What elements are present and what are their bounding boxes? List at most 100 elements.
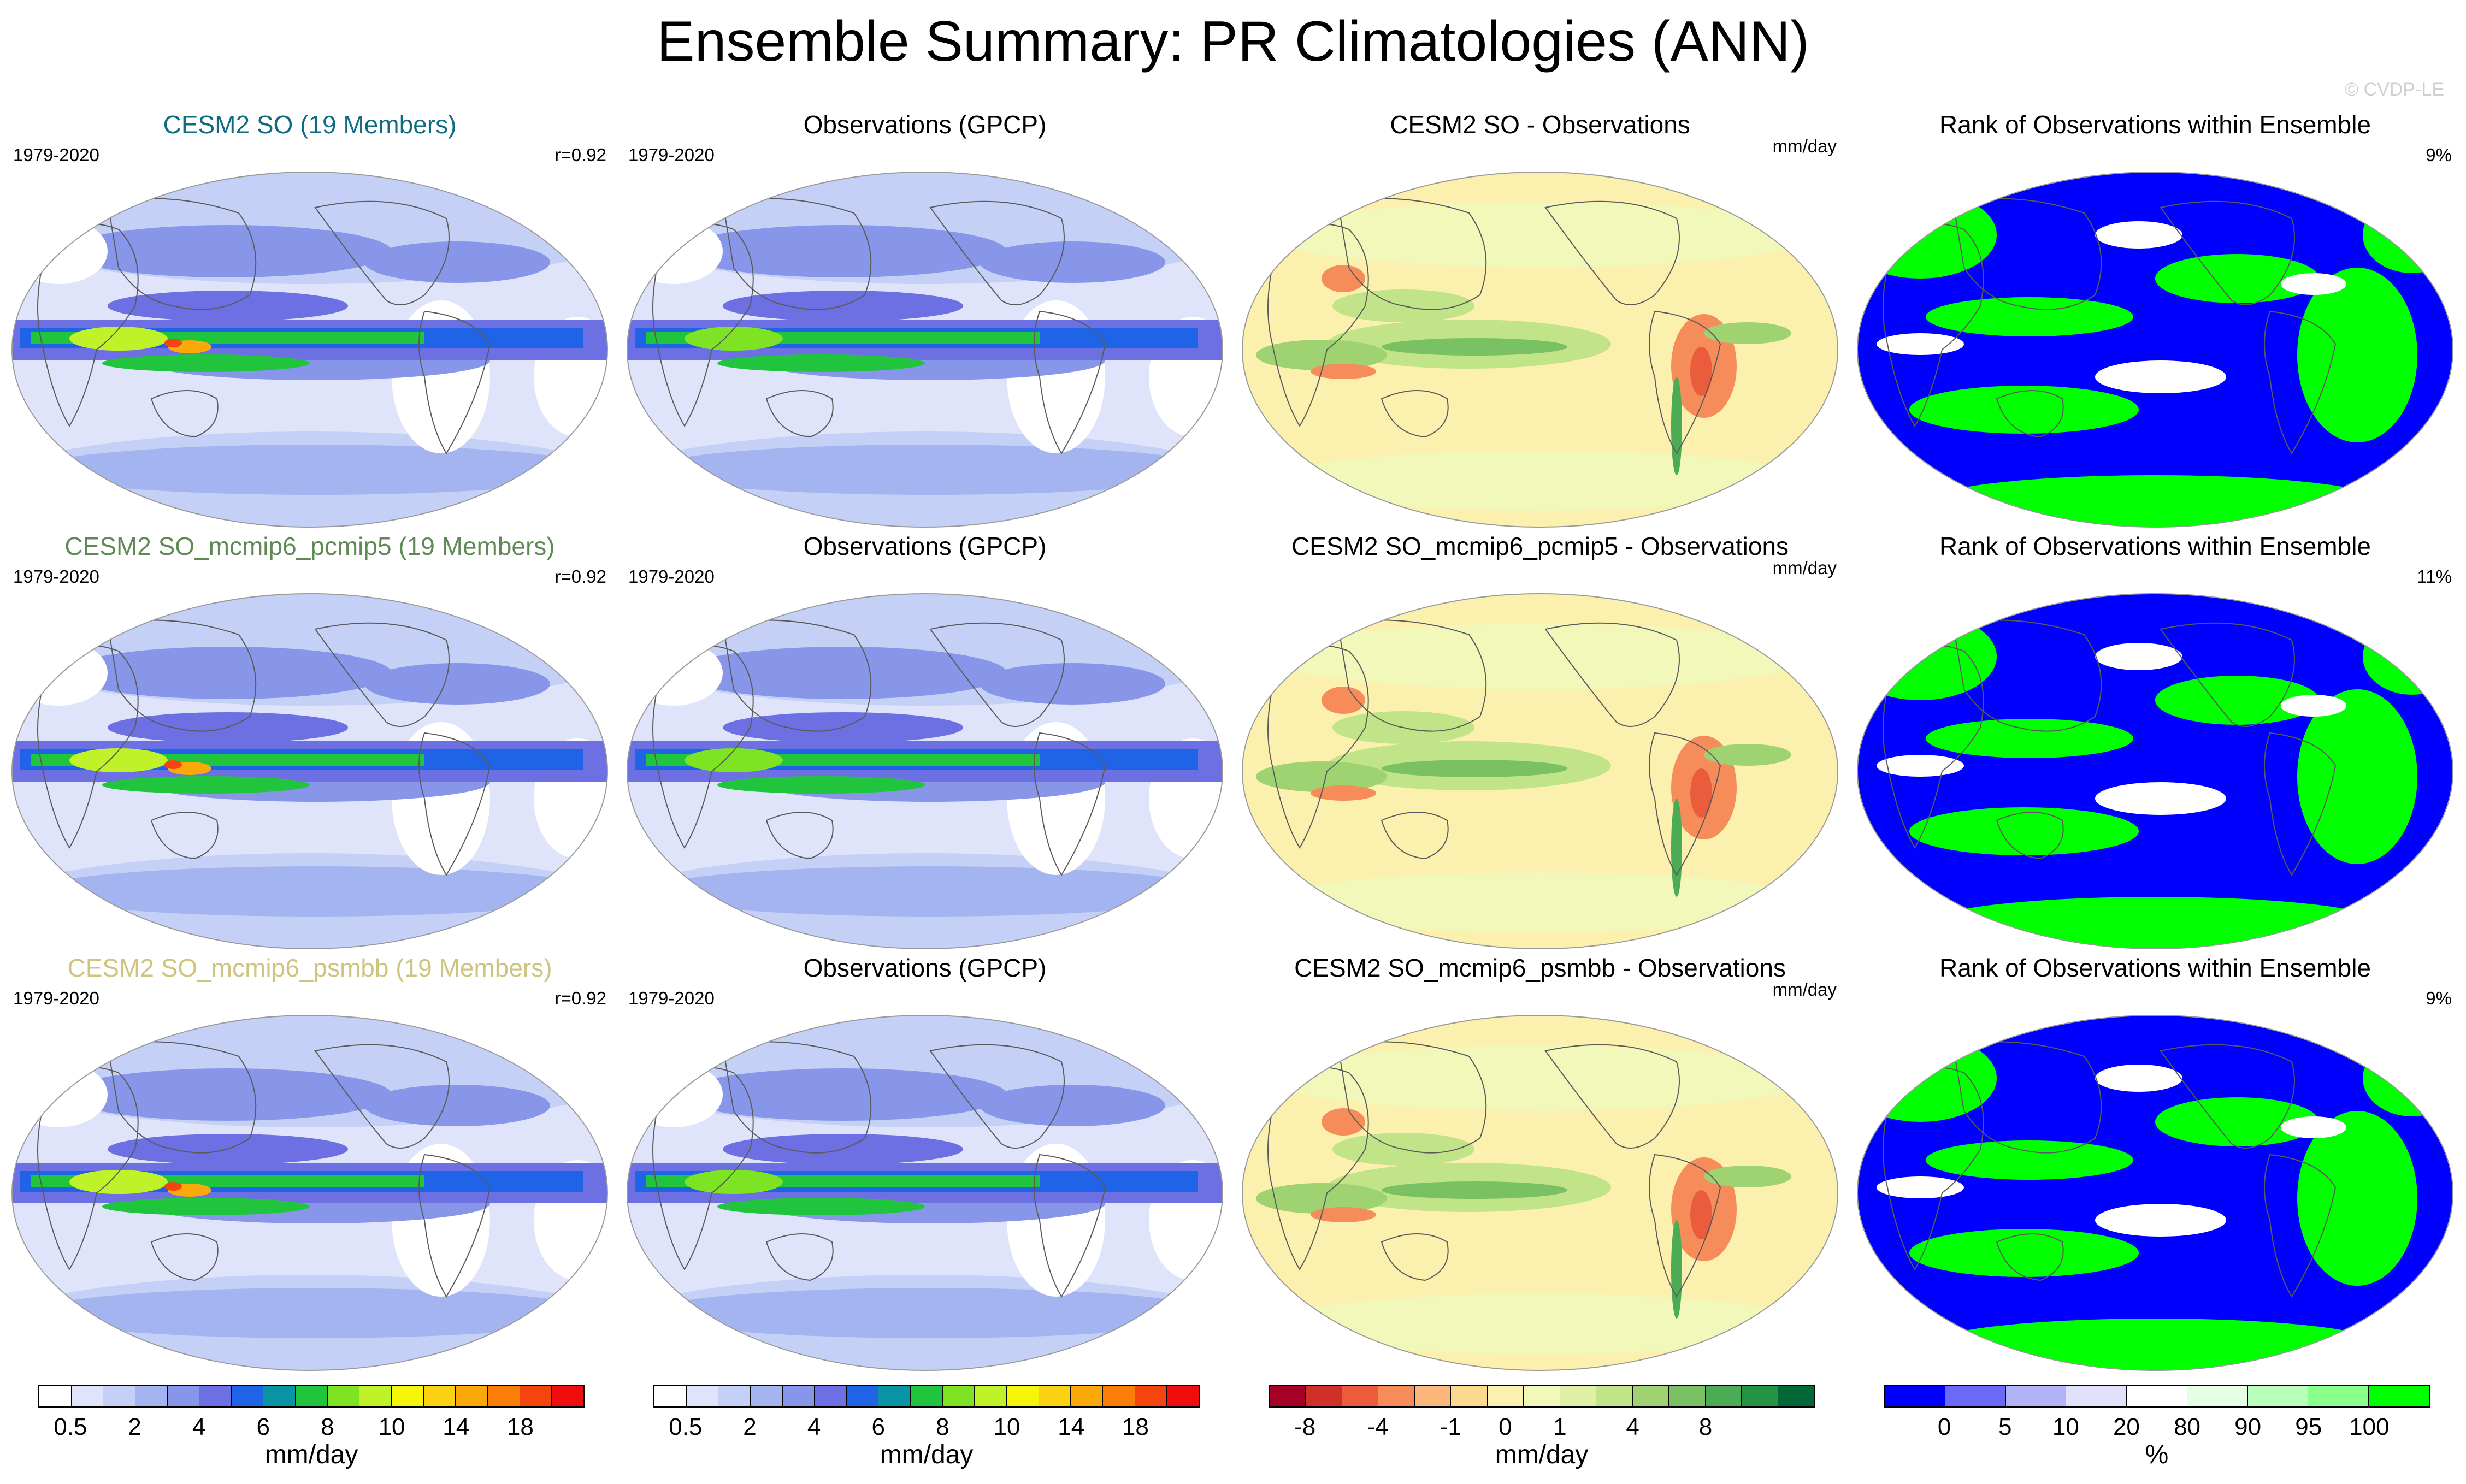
colorbar-swatch (1885, 1386, 1945, 1406)
coastline-asia (107, 619, 257, 732)
coastline-africa (652, 223, 754, 427)
storm-track-north-pacific (679, 647, 1007, 699)
storm-track-north-pacific (64, 1068, 392, 1121)
colorbar-tick-label: 4 (1626, 1414, 1639, 1440)
coastline-asia (107, 1041, 257, 1154)
colorbar-swatch (911, 1386, 943, 1406)
maritime-continent-maximum (685, 327, 783, 351)
coastline-africa (1883, 1067, 1984, 1270)
colorbar-swatch (1669, 1386, 1706, 1406)
obs-panel: Observations (GPCP) 1979-2020 (617, 953, 1232, 1373)
colorbar-swatch (750, 1386, 783, 1406)
coastline-north-america (314, 622, 450, 727)
colorbar-tick-label: 10 (993, 1414, 1020, 1440)
coastline-africa (1883, 223, 1984, 427)
coastline-australia (1381, 1233, 1449, 1281)
colorbar-tick-label: 2 (128, 1414, 141, 1440)
colorbar-swatch (815, 1386, 847, 1406)
colorbar-tick-label: 0 (1499, 1414, 1512, 1440)
storm-track-north-atlantic (364, 241, 550, 283)
map-frame (624, 1013, 1225, 1373)
colorbar-unit: mm/day (880, 1440, 974, 1469)
mid-rank-region (1877, 755, 1964, 777)
panel-title: Rank of Observations within Ensemble (1939, 954, 2371, 982)
coastline-north-america (1544, 622, 1680, 727)
colorbar-swatch (1705, 1386, 1742, 1406)
coastline-australia (1996, 390, 2064, 438)
colorbar-swatch (975, 1386, 1007, 1406)
colorbar-tick-label: -8 (1294, 1414, 1316, 1440)
map-outline (1857, 172, 2453, 528)
spcz (717, 776, 925, 794)
coastline-north-america (2160, 200, 2295, 305)
period-label: 1979-2020 (628, 566, 715, 587)
rank-map (1857, 1015, 2453, 1371)
coastline-south-america (418, 310, 491, 454)
colorbar-swatch (2247, 1386, 2309, 1406)
southern-storm-track (31, 1288, 599, 1338)
panel-title: CESM2 SO - Observations (1390, 110, 1690, 139)
coastline-asia (1952, 1041, 2102, 1154)
colorbar-swatch (392, 1386, 424, 1406)
spcz (102, 1198, 310, 1215)
diff-map (1242, 1015, 1838, 1371)
colorbar-tick-label: 8 (936, 1414, 949, 1440)
colorbar-tick-label: 5 (1998, 1414, 2012, 1440)
coastline-australia (765, 390, 834, 438)
colorbar-tick-label: 2 (743, 1414, 757, 1440)
colorbar-swatch (1135, 1386, 1167, 1406)
map-frame (624, 591, 1225, 951)
model-panel: CESM2 SO (19 Members) 1979-2020 r=0.92 (2, 109, 617, 530)
colorbar-difference: -8 -4 -1 0 1 4 8 mm/day (1269, 1385, 1815, 1480)
spcz (717, 354, 925, 372)
coastline-north-america (929, 622, 1065, 727)
colorbar-swatch (487, 1386, 520, 1406)
coastline-south-america (2264, 310, 2337, 454)
coastline-south-america (2264, 732, 2337, 876)
colorbar-swatch (654, 1386, 687, 1406)
model-map (11, 172, 608, 528)
coastline-asia (1952, 619, 2102, 732)
rank-map (1857, 172, 2453, 528)
coastline-asia (107, 198, 257, 310)
colorbar-swatch (552, 1386, 583, 1406)
diff-panel: CESM2 SO_mcmip6_psmbb - Observations mm/d… (1232, 953, 1848, 1373)
colorbar-swatch (1414, 1386, 1452, 1406)
coastline-australia (765, 812, 834, 860)
storm-track-north-atlantic (980, 663, 1165, 705)
rank-panel: Rank of Observations within Ensemble 9% (1848, 109, 2463, 530)
southern-storm-track (646, 1288, 1214, 1338)
map-frame (9, 591, 610, 951)
coastline-north-america (2160, 1044, 2295, 1149)
colorbar-swatch (1596, 1386, 1633, 1406)
colorbar-swatch (1039, 1386, 1071, 1406)
negative-bias-indian-ocean (1311, 364, 1376, 379)
southern-storm-track (646, 445, 1214, 495)
storm-track-north-atlantic (980, 241, 1165, 283)
colorbar-tick-label: 20 (2113, 1414, 2140, 1440)
colorbar-unit: mm/day (264, 1440, 358, 1469)
pattern-correlation-label: r=0.92 (554, 145, 607, 165)
coastline-north-america (1544, 1044, 1680, 1149)
model-panel: CESM2 SO_mcmip6_psmbb (19 Members) 1979-2… (2, 953, 617, 1373)
colorbar-swatch (231, 1386, 264, 1406)
map-outline (1242, 172, 1838, 528)
panel-title: CESM2 SO_mcmip6_pcmip5 (19 Members) (64, 532, 555, 560)
colorbar-tick-label: 14 (443, 1414, 470, 1440)
map-outline (1857, 593, 2453, 949)
coastline-asia (1337, 619, 1487, 732)
map-frame (624, 169, 1225, 530)
colorbar-tick-label: 4 (192, 1414, 206, 1440)
period-label: 1979-2020 (628, 988, 715, 1008)
colorbar-swatch (71, 1386, 104, 1406)
obs-map (627, 1015, 1223, 1371)
negative-bias-indian-ocean (1311, 785, 1376, 801)
colorbar-swatch (1102, 1386, 1135, 1406)
coastline-south-america (1034, 732, 1106, 876)
colorbar-swatch (103, 1386, 135, 1406)
colorbar-rank: 0 5 10 20 80 90 95 100 % (1884, 1385, 2430, 1480)
coastline-asia (722, 198, 872, 310)
map-frame (9, 1013, 610, 1373)
storm-track-north-atlantic (364, 663, 550, 705)
colorbar-swatch (1167, 1386, 1199, 1406)
